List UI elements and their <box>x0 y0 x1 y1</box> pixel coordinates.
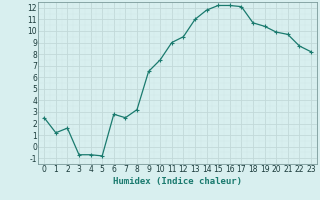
X-axis label: Humidex (Indice chaleur): Humidex (Indice chaleur) <box>113 177 242 186</box>
